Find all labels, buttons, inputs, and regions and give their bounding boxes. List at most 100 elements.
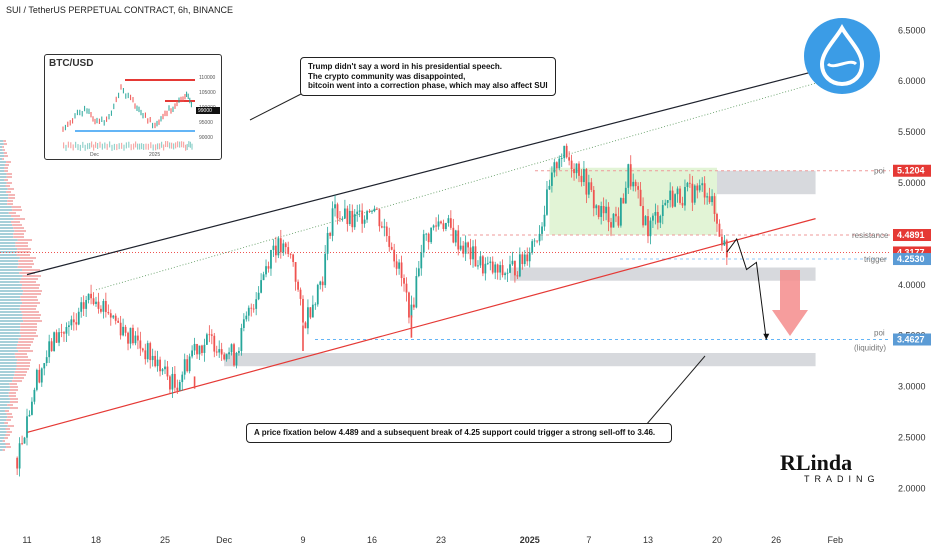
candle-body xyxy=(287,247,290,254)
candle-body xyxy=(208,334,211,336)
inset-volume-bar xyxy=(97,142,99,149)
candle-body xyxy=(18,443,21,469)
candle-body xyxy=(558,158,561,169)
candle-body xyxy=(311,304,314,318)
volume-profile-bar xyxy=(0,197,9,199)
candle-body xyxy=(90,293,92,299)
candle-body xyxy=(161,369,164,372)
candle-body xyxy=(412,304,415,308)
projection-path xyxy=(726,237,767,340)
volume-profile-bar xyxy=(0,392,9,394)
volume-profile-bar xyxy=(0,425,8,427)
inset-y-tick: 110000 xyxy=(199,75,216,81)
volume-profile-bar xyxy=(9,398,18,400)
volume-profile-bar xyxy=(6,446,11,448)
candle-body xyxy=(60,332,63,333)
annotation-top-line-3: bitcoin went into a correction phase, wh… xyxy=(308,81,548,91)
volume-profile-bar xyxy=(13,218,25,220)
volume-profile-bar xyxy=(0,368,16,370)
candle-body xyxy=(353,214,356,228)
candle-body xyxy=(336,204,339,219)
candle-body xyxy=(496,264,499,273)
candle-body xyxy=(228,352,230,355)
volume-profile-bar xyxy=(16,347,30,349)
candle-body xyxy=(380,226,383,228)
candle-body xyxy=(388,236,391,247)
candle-body xyxy=(136,335,139,341)
inset-volume-bar xyxy=(141,143,143,150)
volume-profile-bar xyxy=(4,179,8,181)
candle-body xyxy=(634,181,637,187)
candle-body xyxy=(70,319,73,326)
candle-body xyxy=(415,276,418,308)
inset-volume-bar xyxy=(116,144,118,151)
volume-profile-bar xyxy=(0,353,15,355)
candle-body xyxy=(302,298,304,323)
volume-profile-bar xyxy=(6,182,12,184)
candle-body xyxy=(40,368,43,383)
candle-body xyxy=(307,307,309,329)
inset-volume-bar xyxy=(188,141,190,148)
candle-body xyxy=(230,344,233,353)
candle-body xyxy=(31,401,33,415)
candle-body xyxy=(191,350,194,357)
volume-profile-bar xyxy=(0,170,5,172)
candle-body xyxy=(201,345,203,353)
annotation-bottom: A price fixation below 4.489 and a subse… xyxy=(246,423,672,443)
candle-body xyxy=(141,348,144,351)
candle-body xyxy=(595,205,598,209)
inset-volume-bar xyxy=(191,143,193,150)
candle-body xyxy=(343,208,346,219)
background-layer xyxy=(0,140,42,451)
volume-profile-bar xyxy=(6,413,12,415)
volume-profile-bar xyxy=(8,194,15,196)
logo-top-text: RLinda xyxy=(780,450,853,475)
inset-volume-bar xyxy=(143,143,145,150)
volume-profile-bar xyxy=(18,341,33,343)
current-price-value: 4.3177 xyxy=(897,247,925,257)
volume-profile-bar xyxy=(0,143,4,145)
candle-body xyxy=(474,246,477,267)
inset-volume-bar xyxy=(106,143,108,150)
volume-profile-bar xyxy=(7,404,13,406)
inset-volume-bar xyxy=(77,144,79,151)
inset-volume-bar xyxy=(111,144,113,151)
candle-body xyxy=(403,278,405,284)
candle-body xyxy=(622,198,625,204)
candle-body xyxy=(501,265,504,276)
candle-body xyxy=(351,210,354,228)
annotation-top-pointer xyxy=(249,91,306,121)
volume-profile-bar xyxy=(17,248,31,250)
candle-body xyxy=(82,302,85,309)
candle-body xyxy=(294,262,297,282)
candle-body xyxy=(479,256,482,266)
candle-body xyxy=(521,254,524,265)
volume-profile-bar xyxy=(0,263,19,265)
candle-body xyxy=(366,211,368,220)
volume-profile-bar xyxy=(20,326,37,328)
y-tick-label: 2.5000 xyxy=(898,433,926,443)
candle-body xyxy=(299,289,302,299)
candle-body xyxy=(245,315,248,320)
candle-body xyxy=(267,266,270,269)
volume-profile-bar xyxy=(4,155,8,157)
volume-profile-bar xyxy=(0,335,21,337)
candle-body xyxy=(575,163,578,174)
candle-body xyxy=(477,265,479,267)
volume-profile-bar xyxy=(5,443,10,445)
volume-profile-bar xyxy=(14,371,27,373)
candle-body xyxy=(100,308,102,312)
volume-profile-bar xyxy=(0,284,22,286)
volume-profile-bar xyxy=(17,266,32,268)
inset-volume-bar xyxy=(183,141,185,148)
candle-body xyxy=(706,196,709,198)
inset-volume-bar xyxy=(101,143,103,150)
inset-volume-bar xyxy=(169,142,171,149)
candle-body xyxy=(711,196,713,203)
volume-profile-bar xyxy=(0,440,3,442)
candle-body xyxy=(624,187,627,204)
volume-profile-bar xyxy=(0,179,5,181)
volume-profile-bar xyxy=(0,149,3,151)
candle-body xyxy=(75,322,78,325)
